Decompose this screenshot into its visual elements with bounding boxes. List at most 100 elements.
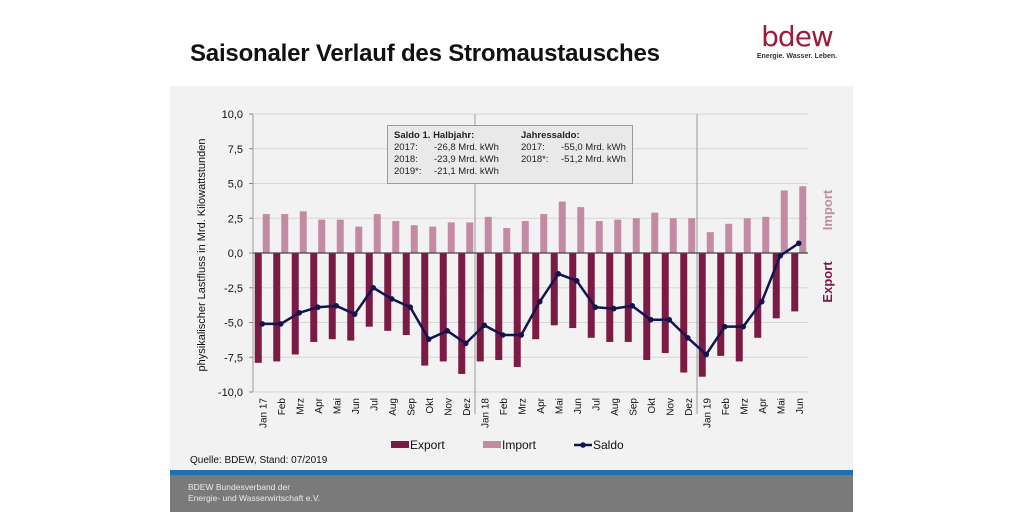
import-bar — [762, 216, 770, 253]
y-tick-label: -5,0 — [224, 318, 243, 330]
saldo-point — [666, 316, 673, 323]
import-bar — [447, 222, 455, 253]
import-bar — [688, 218, 696, 253]
x-tick-label: Okt — [425, 398, 436, 414]
legend-label-import: Import — [502, 438, 537, 452]
export-bar — [587, 253, 595, 338]
legend-swatch-import — [483, 441, 501, 448]
export-bar — [310, 253, 318, 342]
x-tick-label: Mrz — [295, 398, 306, 415]
info-row: 2017: -55,0 Mrd. kWh — [521, 142, 626, 154]
saldo-point — [481, 322, 488, 329]
export-bar — [661, 253, 669, 354]
legend: Export Import Saldo — [391, 438, 624, 452]
saldo-point — [351, 311, 358, 317]
x-tick-label: Mai — [554, 398, 565, 414]
saldo-point — [629, 303, 636, 309]
info-year: 2018*: — [521, 154, 549, 165]
x-tick-label: Jul — [591, 398, 602, 411]
y-tick-label: -10,0 — [218, 387, 243, 399]
saldo-point — [758, 298, 765, 305]
saldo-point — [555, 271, 562, 277]
y-tick-label: -7,5 — [224, 352, 243, 364]
saldo-point — [462, 340, 469, 347]
saldo-point — [296, 309, 303, 316]
info-heading-jahressaldo: Jahressaldo: — [521, 130, 580, 141]
saldo-point — [740, 323, 747, 330]
export-bar — [347, 253, 355, 341]
import-bar — [651, 212, 659, 253]
export-bar — [402, 253, 410, 336]
x-tick-label: Mai — [776, 398, 787, 414]
page-title: Saisonaler Verlauf des Stromaustausches — [190, 40, 660, 67]
import-bar — [429, 226, 437, 253]
export-bar — [328, 253, 336, 340]
info-value: -21,1 Mrd. kWh — [434, 166, 499, 177]
import-bar — [484, 216, 492, 253]
import-bar — [521, 221, 529, 253]
info-row: 2018*: -51,2 Mrd. kWh — [521, 154, 626, 166]
y-tick-label: 7,5 — [228, 144, 243, 156]
x-tick-label: Jun — [351, 398, 362, 414]
x-tick-label: Nov — [443, 398, 454, 416]
import-bar — [632, 218, 640, 253]
info-row: 2018: -23,9 Mrd. kWh — [394, 154, 499, 166]
export-bar — [439, 253, 447, 362]
x-tick-label: Sep — [406, 398, 417, 416]
x-tick-label: Jun — [573, 398, 584, 414]
import-bar — [355, 226, 363, 253]
x-tick-label: Dez — [684, 398, 695, 416]
x-tick-label: Okt — [647, 398, 658, 414]
import-bar — [743, 218, 751, 253]
export-bar — [569, 253, 577, 329]
export-bar — [254, 253, 262, 363]
logo-tagline: Energie. Wasser. Leben. — [756, 53, 838, 60]
saldo-point — [407, 304, 414, 311]
info-year: 2019*: — [394, 166, 422, 177]
info-row: 2019*: -21,1 Mrd. kWh — [394, 166, 499, 178]
import-bar — [595, 221, 603, 253]
saldo-point — [499, 332, 506, 338]
info-heading-halbjahr: Saldo 1. Halbjahr: — [394, 130, 475, 141]
info-year: 2017: — [394, 142, 418, 153]
x-tick-label: Jul — [369, 398, 380, 411]
side-label-import: Import — [820, 189, 835, 230]
import-bar — [281, 214, 289, 253]
saldo-point — [518, 332, 525, 338]
x-tick-label: Mrz — [739, 398, 750, 415]
import-bar — [336, 219, 344, 253]
x-tick-label: Feb — [499, 398, 510, 416]
x-tick-label: Apr — [758, 397, 769, 413]
import-bar — [392, 221, 400, 253]
info-col-jahressaldo: Jahressaldo: 2017: -55,0 Mrd. kWh 2018*: -… — [521, 130, 626, 166]
export-bar — [643, 253, 651, 361]
saldo-point — [444, 328, 451, 334]
saldo-point — [370, 284, 377, 291]
import-bar — [299, 211, 307, 253]
legend-label-export: Export — [410, 438, 445, 452]
x-tick-label: Aug — [388, 398, 399, 416]
import-bar — [706, 232, 714, 253]
export-bar — [458, 253, 466, 374]
export-bar — [476, 253, 484, 362]
footer-line-2: Energie- und Wasserwirtschaft e.V. — [188, 493, 321, 503]
export-bar — [384, 253, 392, 331]
import-bar — [614, 219, 622, 253]
saldo-point — [703, 351, 710, 358]
export-bar — [680, 253, 688, 373]
import-bar — [410, 225, 418, 253]
saldo-point — [777, 252, 784, 259]
saldo-point — [721, 323, 728, 330]
x-tick-label: Apr — [536, 397, 547, 413]
x-tick-label: Dez — [462, 398, 473, 416]
export-bar — [698, 253, 706, 377]
export-bar — [754, 253, 762, 338]
saldo-point — [333, 303, 340, 309]
y-tick-label: 5,0 — [228, 179, 243, 191]
saldo-point — [573, 278, 580, 284]
saldo-point — [314, 304, 321, 311]
saldo-point — [425, 336, 432, 342]
x-tick-label: Mai — [332, 398, 343, 414]
export-bar — [550, 253, 558, 326]
x-tick-label: Feb — [721, 398, 732, 416]
